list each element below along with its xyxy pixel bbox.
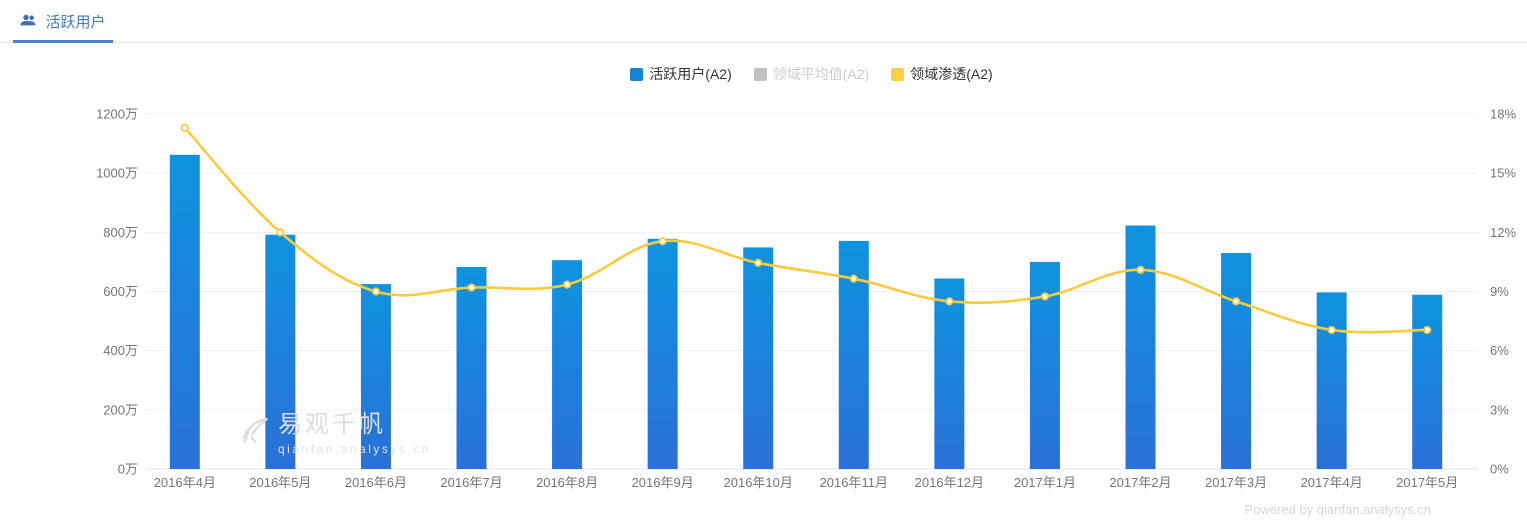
line-point-2[interactable] — [371, 287, 381, 296]
y-axis-label-left: 400万 — [103, 343, 138, 358]
tab-label: 活跃用户 — [45, 13, 106, 31]
line-point-0[interactable] — [180, 123, 189, 132]
legend-item-2[interactable]: 领域渗透(A2) — [891, 64, 993, 84]
x-axis-label: 2016年10月 — [724, 475, 793, 490]
x-axis-label: 2016年7月 — [440, 475, 502, 490]
y-axis-label-right: 12% — [1490, 225, 1516, 240]
x-axis-label: 2017年4月 — [1301, 475, 1363, 490]
x-axis-label: 2016年5月 — [249, 475, 311, 490]
y-axis-label-left: 1200万 — [96, 107, 138, 122]
bar-0[interactable] — [169, 154, 200, 469]
y-axis-label-right: 18% — [1490, 107, 1516, 122]
legend-swatch — [753, 67, 767, 81]
y-axis-label-left: 600万 — [103, 284, 138, 299]
line-point-11[interactable] — [1231, 297, 1241, 306]
y-axis-label-right: 3% — [1490, 402, 1509, 417]
line-point-1[interactable] — [276, 228, 285, 237]
chart-area: 活跃用户(A2) 领域平均值(A2) 领域渗透(A2) 0万 0% 200万 3% 400万… — [0, 43, 1527, 523]
x-axis-label: 2016年11月 — [820, 475, 888, 490]
line-point-4[interactable] — [562, 280, 572, 289]
x-axis-label: 2017年5月 — [1396, 475, 1458, 490]
legend-swatch — [891, 67, 905, 81]
y-axis-label-left: 0万 — [118, 462, 138, 477]
active-tab-indicator — [13, 40, 113, 43]
bar-6[interactable] — [743, 247, 774, 469]
tab-active-users[interactable]: 活跃用户 — [13, 0, 113, 43]
bar-8[interactable] — [934, 278, 965, 469]
line-point-12[interactable] — [1327, 325, 1336, 335]
x-axis-label: 2016年6月 — [345, 475, 407, 490]
legend-label: 领域渗透(A2) — [910, 66, 993, 82]
y-axis-label-left: 800万 — [103, 225, 138, 240]
y-axis-label-right: 9% — [1490, 284, 1509, 299]
bar-5[interactable] — [647, 238, 678, 469]
line-point-5[interactable] — [658, 237, 667, 246]
bar-10[interactable] — [1125, 225, 1156, 469]
x-axis-label: 2017年1月 — [1014, 475, 1076, 490]
legend-item-1[interactable]: 领域平均值(A2) — [753, 64, 870, 84]
bar-11[interactable] — [1221, 253, 1252, 469]
bar-1[interactable] — [265, 234, 296, 469]
legend-label: 领域平均值(A2) — [772, 66, 870, 82]
line-point-6[interactable] — [754, 258, 763, 268]
bar-3[interactable] — [456, 266, 487, 469]
chart-legend: 活跃用户(A2) 领域平均值(A2) 领域渗透(A2) — [145, 64, 1478, 84]
y-axis-label-left: 200万 — [103, 402, 138, 417]
powered-by: Powered by qianfan.analysys.cn — [1244, 502, 1431, 517]
line-point-10[interactable] — [1136, 265, 1145, 274]
line-point-7[interactable] — [849, 274, 858, 283]
y-axis-label-right: 6% — [1490, 343, 1509, 358]
bar-4[interactable] — [552, 260, 583, 469]
tab-bar: 活跃用户 — [0, 0, 1527, 43]
x-axis-label: 2017年3月 — [1205, 475, 1267, 490]
legend-item-0[interactable]: 活跃用户(A2) — [630, 64, 732, 84]
bar-2[interactable] — [360, 284, 391, 469]
y-axis-label-left: 1000万 — [96, 166, 138, 181]
legend-label: 活跃用户(A2) — [649, 66, 732, 82]
legend-swatch — [630, 67, 644, 81]
line-point-13[interactable] — [1423, 325, 1432, 335]
x-axis-label: 2016年8月 — [536, 475, 598, 490]
bar-13[interactable] — [1412, 294, 1443, 469]
line-point-9[interactable] — [1040, 292, 1050, 301]
bar-12[interactable] — [1316, 292, 1347, 469]
y-axis-label-right: 15% — [1490, 166, 1516, 181]
x-axis-label: 2016年4月 — [154, 475, 216, 490]
y-axis-label-right: 0% — [1490, 462, 1509, 477]
users-icon — [20, 13, 37, 29]
line-point-3[interactable] — [467, 283, 476, 292]
combo-bar-line-chart: 0万 0% 200万 3% 400万 6% 600万 9% 800万 12% 1000万 15% 120… — [96, 107, 1516, 491]
x-axis-label: 2016年9月 — [632, 475, 694, 490]
x-axis-label: 2016年12月 — [915, 475, 984, 490]
line-point-8[interactable] — [945, 297, 954, 306]
x-axis-label: 2017年2月 — [1109, 475, 1171, 490]
